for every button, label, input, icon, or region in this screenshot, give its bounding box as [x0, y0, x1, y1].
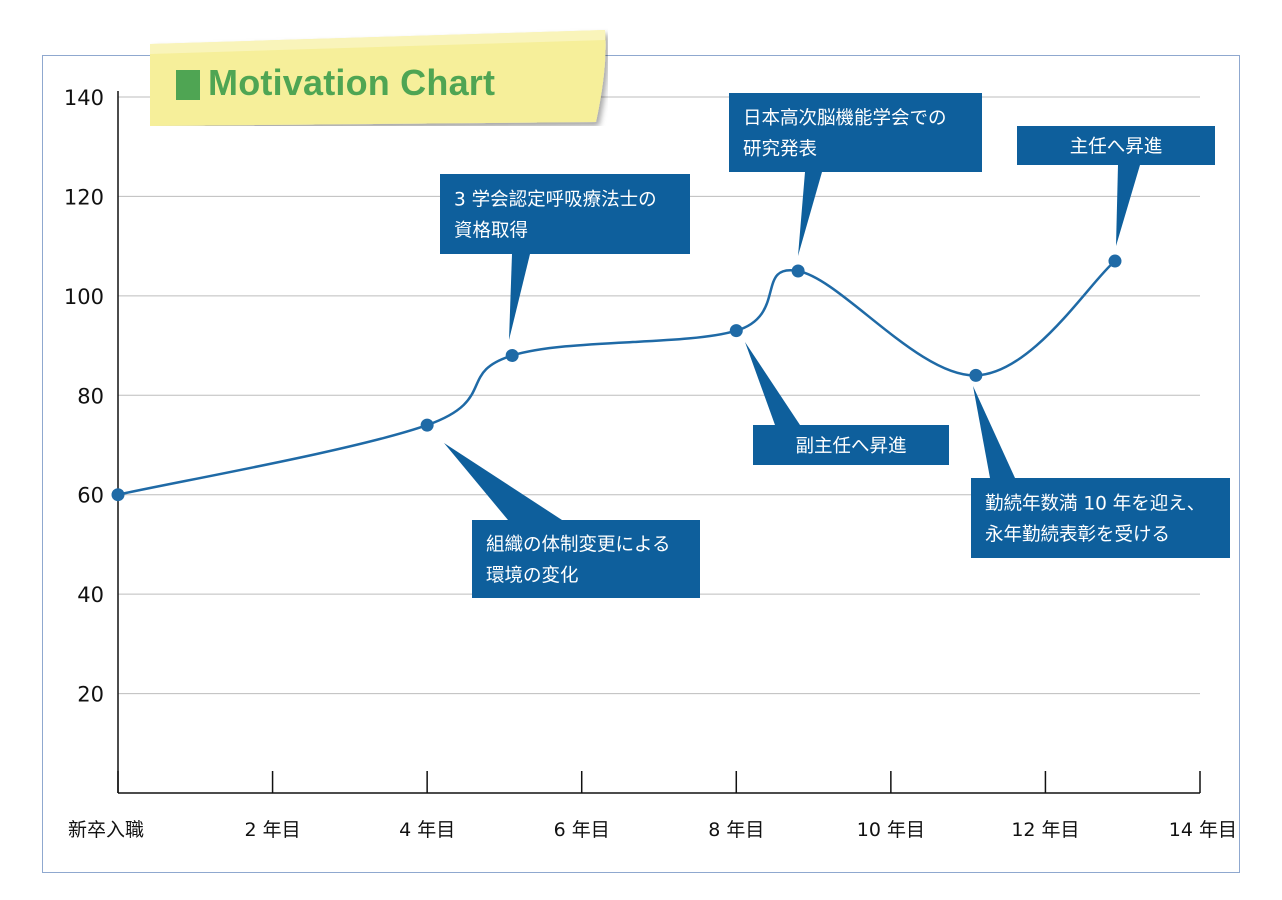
callout-pointer [973, 386, 1015, 478]
callout-text: 副主任へ昇進 [795, 436, 906, 457]
y-tick-label: 40 [77, 583, 104, 607]
callout-box [971, 478, 1230, 558]
data-point [791, 264, 805, 278]
data-point [969, 368, 983, 382]
title-tape [150, 26, 608, 126]
callout-box [753, 425, 949, 465]
x-tick-label: 10 年目 [857, 819, 925, 841]
callout-text: 環境の変化 [486, 566, 579, 587]
callout-box [1017, 126, 1215, 165]
callout-text: 日本高次脳機能学会での [743, 108, 947, 129]
callout-box [472, 520, 700, 598]
data-point [1108, 254, 1122, 268]
callout: 副主任へ昇進 [745, 342, 949, 465]
x-tick-label: 8 年目 [708, 819, 764, 841]
callout-pointer [745, 342, 800, 425]
callout-pointer [798, 172, 822, 256]
callout: 勤続年数満 10 年を迎え、永年勤続表彰を受ける [971, 386, 1230, 558]
callout-text: 研究発表 [743, 139, 817, 160]
x-tick-label: 2 年目 [245, 819, 301, 841]
y-tick-label: 100 [64, 285, 104, 309]
callout-text: 3 学会認定呼吸療法士の [454, 190, 657, 211]
callout-text: 主任へ昇進 [1070, 137, 1163, 158]
callout-pointer [1116, 165, 1140, 246]
x-tick-label: 12 年目 [1011, 819, 1079, 841]
title-square-icon [176, 70, 200, 100]
x-tick-label: 新卒入職 [68, 819, 144, 841]
callout-text: 組織の体制変更による [486, 535, 670, 556]
callout-text: 永年勤続表彰を受ける [985, 525, 1170, 546]
data-point [111, 488, 125, 502]
data-point [505, 349, 519, 363]
y-tick-label: 80 [77, 384, 104, 408]
x-tick-label: 6 年目 [554, 819, 610, 841]
title-tape-shape [150, 30, 606, 126]
callout-box [440, 174, 690, 254]
x-tick-label: 4 年目 [399, 819, 455, 841]
y-tick-label: 120 [64, 185, 104, 209]
y-tick-label: 60 [77, 484, 104, 508]
y-tick-label: 140 [64, 86, 104, 110]
chart-title: Motivation Chart [208, 62, 496, 103]
callout: 主任へ昇進 [1017, 126, 1215, 246]
callout-pointer [444, 443, 562, 520]
data-point [420, 418, 434, 432]
callout-box [729, 93, 982, 172]
data-point [729, 324, 743, 338]
callout-pointer [509, 254, 530, 340]
x-tick-label: 14 年目 [1169, 819, 1237, 841]
callout-text: 資格取得 [454, 221, 528, 242]
callout-text: 勤続年数満 10 年を迎え、 [985, 494, 1205, 515]
y-tick-label: 20 [77, 683, 104, 707]
